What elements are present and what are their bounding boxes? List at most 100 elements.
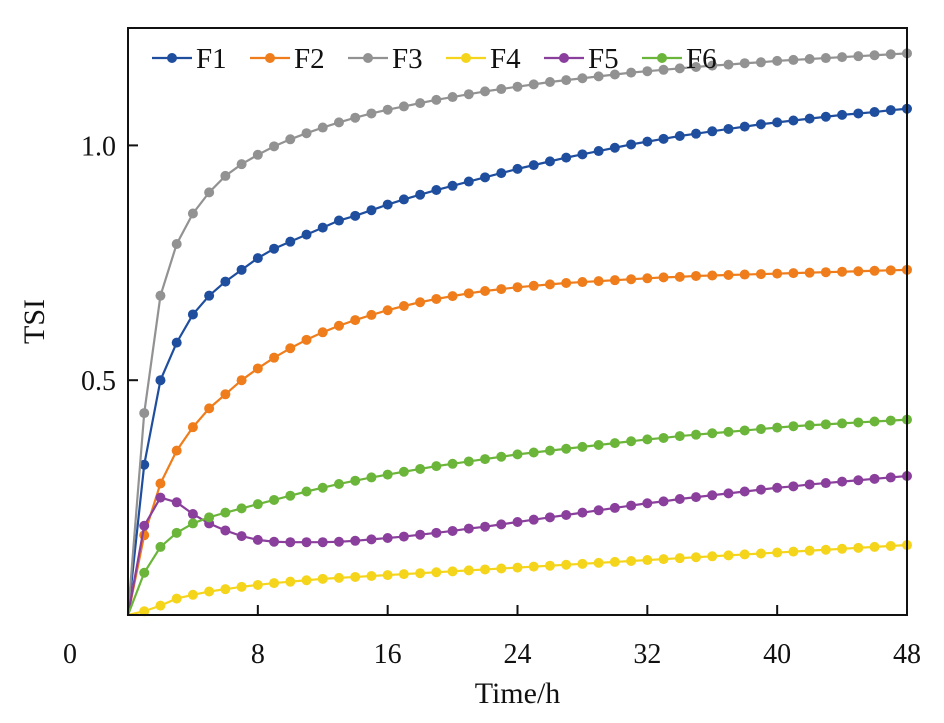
data-point: [285, 490, 296, 501]
data-point: [398, 531, 409, 542]
data-point: [447, 458, 458, 469]
legend-item-f4: F4: [446, 43, 521, 75]
series-line: [126, 474, 908, 616]
data-point: [528, 280, 539, 291]
legend-label: F1: [196, 43, 227, 75]
data-point: [350, 112, 361, 123]
data-point: [577, 507, 588, 518]
data-point: [382, 570, 393, 581]
data-point: [642, 273, 653, 284]
data-point: [739, 269, 750, 280]
data-point: [723, 270, 734, 281]
data-point: [707, 126, 718, 137]
data-point: [480, 521, 491, 532]
data-point: [431, 94, 442, 105]
data-point: [772, 422, 783, 433]
data-point: [333, 572, 344, 583]
data-point: [496, 284, 507, 295]
data-point: [269, 536, 280, 547]
data-point: [398, 101, 409, 112]
data-point: [593, 557, 604, 568]
y-axis-title: TSI: [18, 299, 51, 344]
data-point: [885, 49, 896, 60]
data-point: [252, 534, 263, 545]
data-point: [431, 185, 442, 196]
legend-label: F4: [490, 43, 521, 75]
data-point: [317, 122, 328, 133]
data-point: [674, 431, 685, 442]
legend-label: F5: [588, 43, 619, 75]
data-point: [415, 529, 426, 540]
data-point: [252, 363, 263, 374]
data-point: [155, 375, 166, 386]
data-point: [820, 544, 831, 555]
x-tick-label: 32: [633, 639, 661, 670]
data-point: [171, 527, 182, 538]
data-point: [220, 389, 231, 400]
data-point: [398, 194, 409, 205]
data-point: [609, 69, 620, 80]
data-point: [528, 514, 539, 525]
data-point: [350, 210, 361, 221]
data-point: [658, 496, 669, 507]
data-point: [609, 142, 620, 153]
data-point: [609, 275, 620, 286]
legend-marker: [265, 53, 275, 63]
legend-marker: [461, 53, 471, 63]
data-point: [382, 104, 393, 115]
data-point: [366, 472, 377, 483]
data-point: [301, 575, 312, 586]
data-point: [431, 527, 442, 538]
data-point: [447, 525, 458, 536]
data-point: [772, 55, 783, 66]
data-point: [723, 488, 734, 499]
data-point: [853, 108, 864, 119]
data-point: [252, 579, 263, 590]
data-point: [366, 534, 377, 545]
data-point: [723, 59, 734, 70]
data-point: [674, 271, 685, 282]
data-point: [382, 532, 393, 543]
data-point: [691, 429, 702, 440]
data-point: [350, 535, 361, 546]
data-point: [496, 168, 507, 179]
data-point: [285, 576, 296, 587]
data-point: [544, 77, 555, 88]
data-point: [496, 563, 507, 574]
data-point: [820, 267, 831, 278]
data-point: [544, 445, 555, 456]
data-point: [317, 537, 328, 548]
data-point: [139, 408, 150, 419]
data-point: [366, 571, 377, 582]
data-point: [561, 443, 572, 454]
series-f1: [126, 103, 912, 616]
data-point: [269, 494, 280, 505]
data-point: [317, 222, 328, 233]
data-point: [350, 475, 361, 486]
data-point: [317, 573, 328, 584]
data-point: [512, 449, 523, 460]
data-point: [431, 461, 442, 472]
x-tick-label: 24: [504, 639, 532, 670]
data-point: [658, 554, 669, 565]
data-point: [772, 117, 783, 128]
data-point: [837, 266, 848, 277]
data-point: [204, 586, 215, 597]
data-point: [447, 92, 458, 103]
data-point: [707, 490, 718, 501]
legend-item-f5: F5: [544, 43, 619, 75]
data-point: [885, 472, 896, 483]
data-point: [658, 64, 669, 75]
data-point: [333, 117, 344, 128]
data-point: [350, 315, 361, 326]
series-f6: [126, 414, 912, 616]
data-point: [577, 149, 588, 160]
data-point: [804, 545, 815, 556]
data-point: [171, 337, 182, 348]
data-point: [609, 502, 620, 513]
data-point: [869, 416, 880, 427]
data-point: [269, 578, 280, 589]
data-point: [820, 419, 831, 430]
data-point: [804, 53, 815, 64]
series-f5: [126, 470, 912, 616]
